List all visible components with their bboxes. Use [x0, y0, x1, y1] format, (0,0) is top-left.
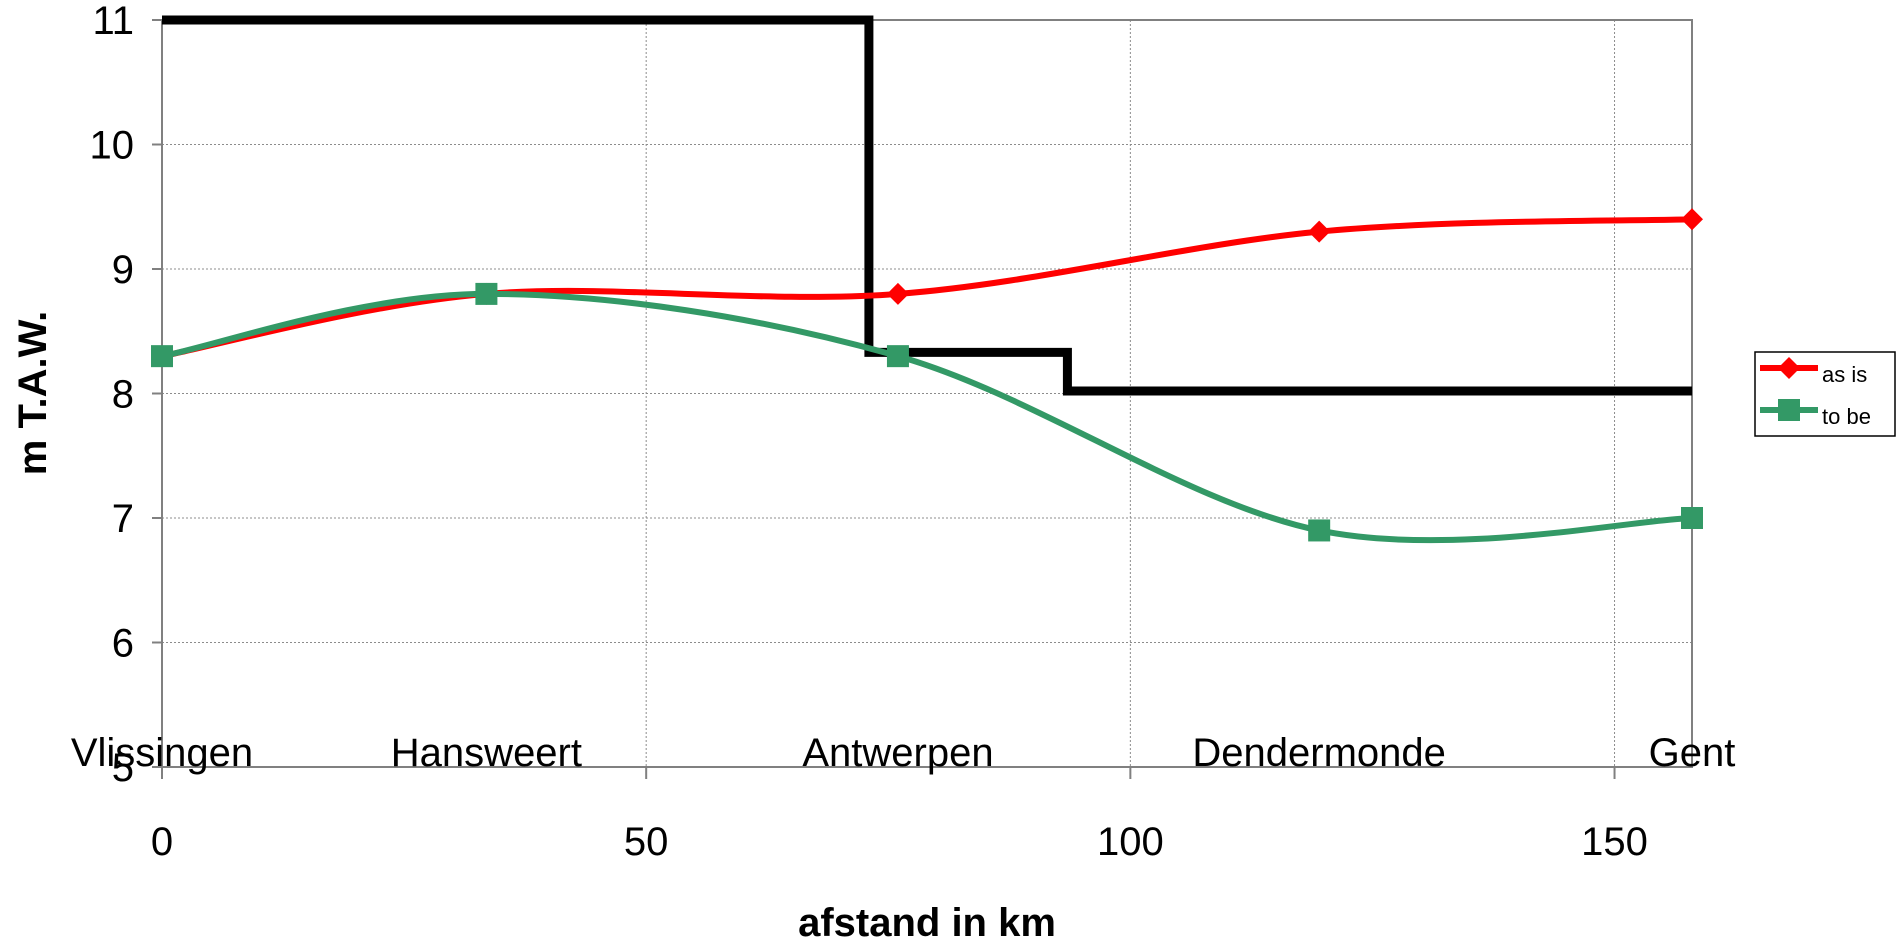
y-tick-label: 11	[92, 0, 134, 43]
data-point-to-be	[475, 282, 498, 305]
series-line-as-is	[159, 216, 1695, 360]
legend-marker-to-be	[1778, 399, 1800, 421]
data-point-as-is	[886, 282, 909, 305]
step-line	[162, 15, 1692, 396]
data-point-to-be	[1308, 519, 1331, 542]
y-tick-label: 8	[112, 373, 134, 417]
legend: as is to be	[1754, 351, 1896, 437]
data-point-as-is	[1308, 220, 1331, 243]
series-line-to-be	[159, 290, 1695, 544]
location-label: Gent	[1649, 731, 1736, 775]
y-tick-label: 6	[112, 622, 134, 666]
data-point-to-be	[1681, 507, 1703, 529]
y-axis-ticks: 5 6 7 8 9 10 11	[90, 0, 162, 790]
location-label: Dendermonde	[1192, 731, 1446, 775]
location-label: Vlissingen	[71, 731, 253, 775]
location-label: Antwerpen	[802, 731, 993, 775]
legend-label: as is	[1822, 362, 1867, 387]
legend-label: to be	[1822, 404, 1871, 429]
location-label: Hansweert	[391, 731, 582, 775]
data-point-as-is	[1681, 208, 1703, 231]
data-point-to-be	[151, 345, 173, 368]
x-tick-label: 0	[151, 820, 173, 864]
x-tick-label: 100	[1097, 820, 1164, 864]
y-tick-label: 10	[90, 124, 135, 168]
y-tick-label: 7	[112, 497, 134, 541]
x-axis-ticks: 0 50 100 150	[151, 767, 1648, 864]
legend-marker-as-is	[1778, 357, 1800, 379]
x-tick-label: 150	[1581, 820, 1648, 864]
x-axis-title: afstand in km	[798, 901, 1056, 941]
location-labels: Vlissingen Hansweert Antwerpen Dendermonde G…	[71, 731, 1736, 775]
y-axis-title: m T.A.W.	[11, 311, 55, 475]
data-point-to-be	[886, 345, 909, 368]
y-tick-label: 5	[112, 746, 134, 790]
x-tick-label: 50	[624, 820, 669, 864]
y-tick-label: 9	[112, 248, 134, 292]
series-layer	[151, 15, 1703, 544]
